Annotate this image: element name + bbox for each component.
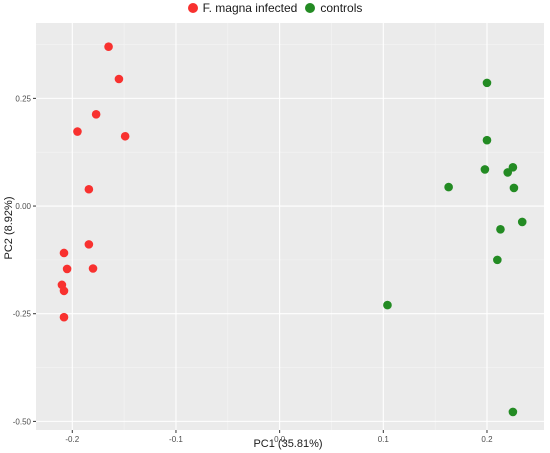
control-point — [444, 182, 453, 192]
x-tick-label: 0.2 — [481, 435, 493, 444]
y-tick-label: 0.00 — [15, 202, 31, 211]
y-tick-label: -0.50 — [13, 417, 32, 426]
infected-point — [73, 127, 82, 136]
plot-background — [36, 23, 544, 430]
gridlines — [36, 23, 544, 430]
legend-label-infected: F. magna infected — [202, 1, 298, 15]
infected-point — [114, 74, 124, 84]
control-point — [517, 217, 527, 227]
x-tick-label: -0.1 — [169, 435, 183, 444]
data-points — [57, 42, 527, 417]
control-point — [493, 255, 502, 265]
x-axis-label: PC1 (35.81%) — [253, 438, 322, 450]
y-tick-label: 0.25 — [15, 94, 31, 103]
control-point — [509, 183, 519, 193]
infected-point — [62, 264, 72, 274]
infected-point — [88, 264, 98, 273]
legend-label-controls: controls — [320, 1, 363, 15]
infected-point — [84, 184, 94, 194]
control-point — [496, 224, 505, 234]
infected-point — [59, 286, 69, 296]
control-point — [508, 407, 518, 417]
control-point — [480, 165, 490, 174]
legend-item-infected: F. magna infected — [187, 1, 298, 15]
control-point — [383, 300, 392, 310]
infected-point — [59, 248, 69, 258]
control-point — [482, 135, 492, 145]
control-point — [482, 78, 492, 88]
control-point — [503, 168, 513, 177]
legend-marker-controls — [305, 3, 316, 13]
legend-marker-infected — [187, 3, 198, 13]
infected-point — [59, 312, 69, 322]
x-tick-label: -0.2 — [65, 435, 79, 444]
infected-point — [104, 42, 113, 51]
infected-point — [91, 110, 101, 119]
plot-panel — [36, 23, 544, 430]
y-axis-label: PC2 (8.92%) — [3, 197, 15, 260]
infected-point — [120, 131, 130, 141]
x-tick-label: 0.1 — [378, 435, 390, 444]
legend-item-controls: controls — [305, 1, 362, 15]
y-tick-label: -0.25 — [13, 310, 32, 319]
legend: F. magna infected controls — [0, 1, 550, 15]
axes: -0.2 -0.1 0.0 0.1 0.2 -0.50 -0.25 0.00 0.25 — [13, 94, 493, 444]
x-tick-label: 0.0 — [274, 435, 286, 444]
infected-point — [84, 240, 94, 249]
